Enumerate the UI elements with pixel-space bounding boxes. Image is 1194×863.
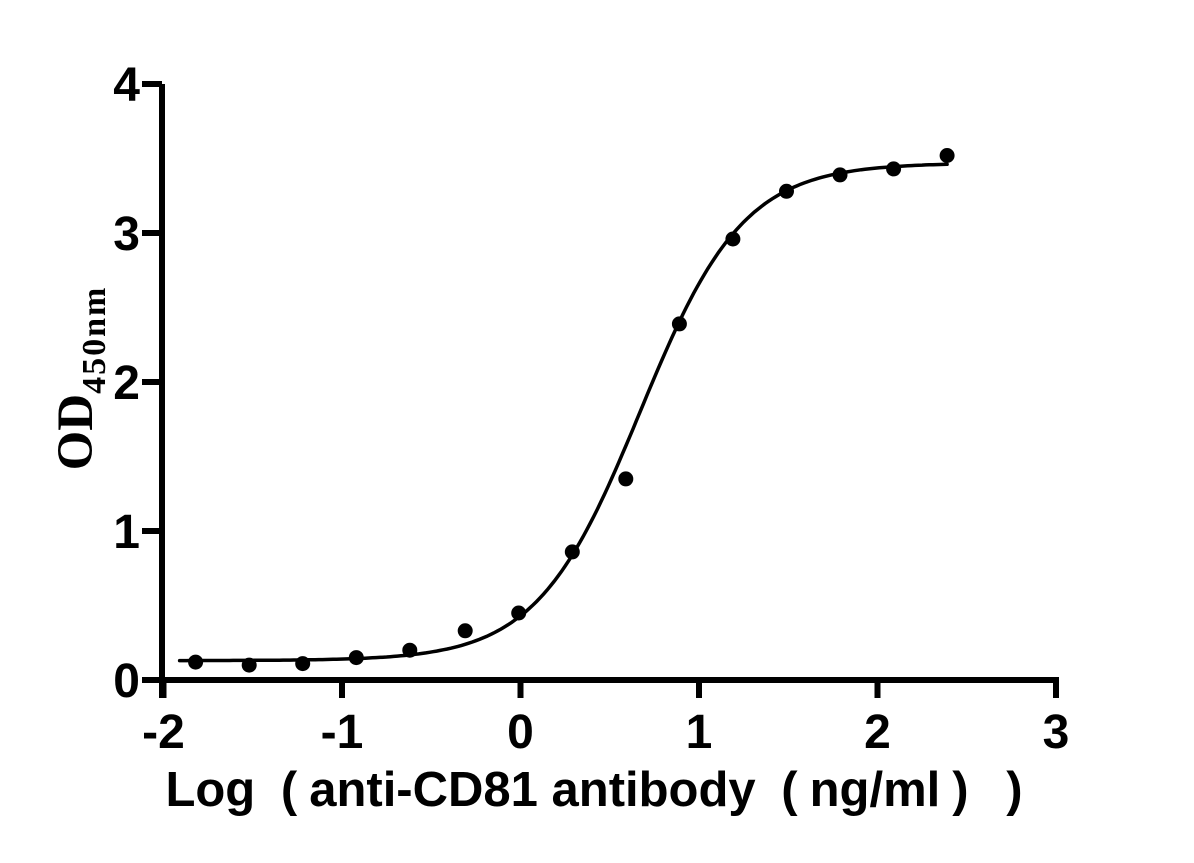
y-tick-label: 0 <box>113 655 140 708</box>
data-point <box>295 656 311 672</box>
x-tick-label: -2 <box>142 706 185 759</box>
tick-labels-layer: 0 1 2 3 4 -2 -1 0 1 2 3 <box>113 59 1069 759</box>
axes <box>142 81 1059 698</box>
data-point <box>457 623 473 639</box>
fit-curve <box>177 162 949 663</box>
data-point <box>725 231 741 247</box>
data-point <box>511 605 527 621</box>
x-tick-label: 0 <box>507 706 534 759</box>
data-point <box>402 642 418 658</box>
fit-curve-layer <box>177 162 949 663</box>
data-point <box>886 161 902 177</box>
y-tick-label: 4 <box>113 59 140 112</box>
data-point <box>939 148 955 163</box>
y-axis-title-subscript: 450nm <box>76 286 113 394</box>
data-point <box>348 650 364 666</box>
y-axis-title-base: OD <box>48 394 104 471</box>
x-tick-label: 2 <box>864 706 891 759</box>
y-axis-title: OD450nm <box>48 286 113 471</box>
y-tick-label: 2 <box>113 357 140 410</box>
x-tick-label: 1 <box>686 706 713 759</box>
y-tick-label: 1 <box>113 506 140 559</box>
data-point <box>564 544 580 560</box>
data-point <box>241 657 257 673</box>
y-tick-label: 3 <box>113 208 140 261</box>
data-point <box>779 183 794 199</box>
data-points-layer <box>188 148 955 673</box>
data-point <box>832 167 848 183</box>
data-point <box>671 316 687 332</box>
x-tick-label: -1 <box>321 706 364 759</box>
x-tick-label: 3 <box>1043 706 1070 759</box>
data-point <box>618 471 634 487</box>
x-axis-title: Log (anti-CD81 antibody (ng/ml) ) <box>165 763 1022 817</box>
data-point <box>188 654 204 670</box>
